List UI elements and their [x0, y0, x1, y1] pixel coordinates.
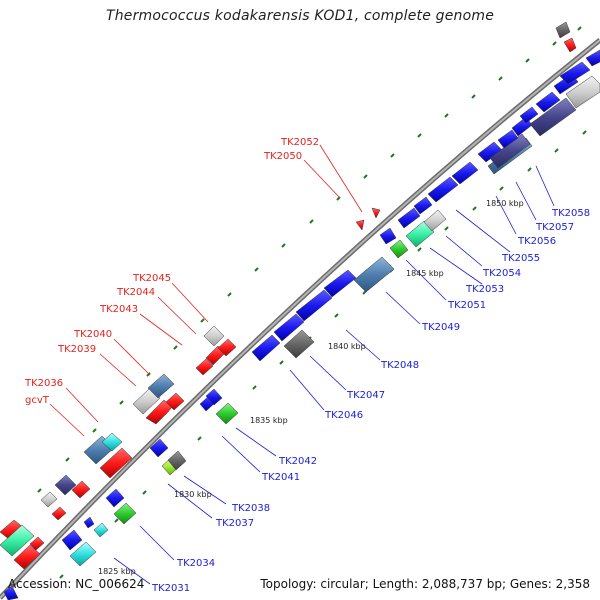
leader-lines-left: [49, 144, 363, 437]
leader-lines-right: [113, 165, 555, 585]
gene-blue: [83, 516, 95, 529]
gene-label: TK2047: [346, 390, 385, 401]
gene-blue: [535, 91, 561, 113]
gene-label: TK2034: [176, 558, 215, 569]
gene-blue: [451, 161, 479, 185]
gene-green: [215, 402, 239, 425]
gene-label: TK2054: [482, 268, 521, 279]
gene-navy: [529, 97, 577, 137]
gene-red: [371, 207, 381, 219]
gene-red: [355, 219, 365, 231]
gene-blue: [559, 61, 591, 85]
gene-red: [563, 37, 577, 53]
gene-label: TK2057: [535, 222, 574, 233]
gene-steel: [147, 373, 175, 399]
gene-red: [51, 506, 67, 521]
gene-blue: [3, 585, 19, 600]
gene-mint: [0, 524, 35, 557]
gene-blue: [205, 388, 223, 406]
gene-dgray: [283, 329, 315, 359]
gene-blue: [295, 289, 333, 322]
gene-blue: [497, 129, 519, 149]
gene-blue: [379, 227, 397, 245]
gene-cyan: [93, 522, 109, 538]
gene-label: TK2048: [380, 360, 419, 371]
genes-outer-strand: [0, 21, 577, 570]
gene-red: [71, 480, 91, 499]
gene-label: TK2050: [263, 151, 302, 162]
scale-label: 1845 kbp: [406, 269, 444, 278]
scale-label: 1835 kbp: [250, 416, 288, 425]
gene-label: TK2039: [57, 344, 96, 355]
accession-label: Accession: NC_006624: [8, 577, 145, 591]
gene-blue: [251, 334, 281, 362]
gene-dgray: [167, 450, 187, 471]
gene-label: TK2049: [421, 322, 460, 333]
gene-label: TK2052: [280, 137, 319, 148]
gene-label: TK2046: [324, 410, 363, 421]
map-title: Thermococcus kodakarensis KOD1, complete…: [105, 8, 495, 24]
genome-summary: Topology: circular; Length: 2,088,737 bp…: [260, 577, 590, 591]
gene-gray: [565, 75, 600, 109]
gene-label: TK2053: [465, 284, 504, 295]
gene-gray: [132, 387, 161, 415]
gene-blue: [61, 529, 83, 551]
scale-label: 1825 kbp: [98, 567, 136, 576]
gene-red: [195, 358, 214, 376]
gene-green: [389, 239, 409, 259]
gene-red: [145, 399, 173, 425]
gene-label: TK2038: [231, 503, 270, 514]
gene-mint: [405, 220, 435, 248]
gene-label: TK2055: [501, 253, 540, 264]
gene-label: TK2045: [132, 273, 171, 284]
gene-green: [113, 502, 137, 525]
gene-blue: [519, 106, 539, 124]
gene-red: [29, 536, 45, 551]
gene-label: TK2031: [151, 583, 190, 594]
gene-label: gcvT: [25, 395, 50, 406]
gene-gray: [423, 209, 447, 232]
gene-blue: [585, 49, 600, 67]
gene-blue: [413, 196, 433, 215]
gene-label: TK2056: [517, 236, 556, 247]
gene-red: [13, 544, 41, 570]
gene-dgray: [555, 21, 571, 39]
gene-label: TK2041: [261, 472, 300, 483]
gene-label: TK2051: [447, 300, 486, 311]
gene-label: TK2043: [99, 304, 138, 315]
gene-red: [217, 338, 237, 357]
gene-label: TK2037: [215, 518, 254, 529]
scale-label: 1850 kbp: [486, 199, 524, 208]
gene-blue: [397, 207, 421, 229]
gene-label: TK2042: [278, 456, 317, 467]
gene-steel: [353, 256, 395, 293]
genes-inner-strand: [3, 49, 600, 600]
gene-blue: [105, 488, 125, 508]
gene-blue: [323, 269, 357, 298]
scale-label: 1830 kbp: [174, 490, 212, 499]
gene-cyan: [69, 541, 97, 567]
gene-label: TK2036: [24, 378, 63, 389]
gene-gray: [40, 491, 58, 508]
gene-navy: [54, 474, 77, 496]
gene-red: [165, 392, 185, 411]
gene-blue: [427, 176, 459, 203]
gene-red: [99, 447, 133, 479]
gene-label: TK2044: [116, 287, 155, 298]
gene-blue: [273, 313, 305, 342]
scale-ticks-outer: [37, 26, 582, 493]
gene-label: TK2040: [73, 329, 112, 340]
gene-gray: [203, 325, 225, 347]
gene-label: TK2058: [551, 208, 590, 219]
gene-blue: [149, 438, 169, 458]
scale-label: 1840 kbp: [328, 342, 366, 351]
gene-cyan: [101, 432, 123, 452]
